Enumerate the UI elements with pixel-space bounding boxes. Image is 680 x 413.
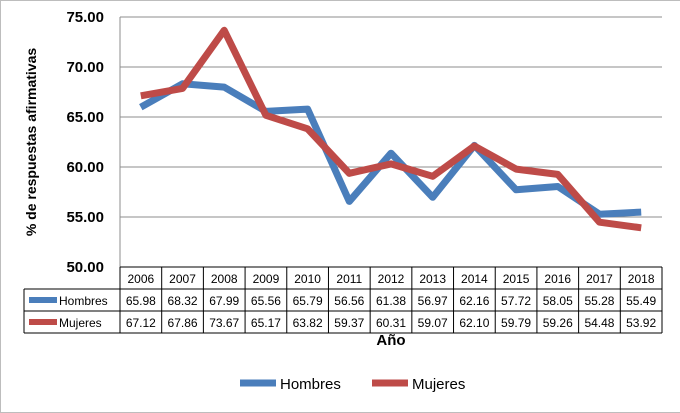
x-category-label: 2013 <box>419 272 446 286</box>
x-category-label: 2016 <box>544 272 571 286</box>
table-value: 55.28 <box>584 294 614 308</box>
x-category-label: 2006 <box>127 272 154 286</box>
table-value: 73.67 <box>209 316 239 330</box>
x-category-label: 2017 <box>586 272 613 286</box>
x-category-label: 2008 <box>211 272 238 286</box>
table-value: 68.32 <box>168 294 198 308</box>
table-value: 62.10 <box>459 316 489 330</box>
table-value: 61.38 <box>376 294 406 308</box>
table-value: 62.16 <box>459 294 489 308</box>
x-category-label: 2015 <box>503 272 530 286</box>
y-tick-label: 65.00 <box>66 109 104 126</box>
table-series-name: Hombres <box>59 294 108 308</box>
y-tick-label: 75.00 <box>66 9 104 26</box>
table-value: 67.12 <box>126 316 156 330</box>
table-value: 54.48 <box>584 316 614 330</box>
x-category-label: 2010 <box>294 272 321 286</box>
y-tick-label: 70.00 <box>66 59 104 76</box>
table-series-name: Mujeres <box>59 316 102 330</box>
x-category-label: 2011 <box>336 272 362 286</box>
table-value: 65.56 <box>251 294 281 308</box>
table-value: 58.05 <box>543 294 573 308</box>
table-value: 63.82 <box>293 316 323 330</box>
y-tick-label: 55.00 <box>66 209 104 226</box>
y-axis-title: % de respuestas afirmativas <box>23 48 39 237</box>
x-category-label: 2018 <box>628 272 655 286</box>
x-category-label: 2009 <box>253 272 280 286</box>
table-value: 65.98 <box>126 294 156 308</box>
table-value: 56.56 <box>334 294 364 308</box>
table-value: 65.79 <box>293 294 323 308</box>
table-value: 60.31 <box>376 316 406 330</box>
legend-label-hombres: Hombres <box>280 376 341 393</box>
table-value: 59.79 <box>501 316 531 330</box>
table-value: 57.72 <box>501 294 531 308</box>
table-value: 55.49 <box>626 294 656 308</box>
x-category-label: 2007 <box>169 272 196 286</box>
legend-label-mujeres: Mujeres <box>412 376 465 393</box>
table-value: 59.37 <box>334 316 364 330</box>
x-category-label: 2012 <box>378 272 405 286</box>
table-value: 67.99 <box>209 294 239 308</box>
table-value: 56.97 <box>418 294 448 308</box>
table-value: 59.07 <box>418 316 448 330</box>
y-tick-label: 60.00 <box>66 159 104 176</box>
series-line-mujeres <box>140 26 642 232</box>
table-value: 53.92 <box>626 316 656 330</box>
series-line-hombres <box>139 80 642 218</box>
table-value: 59.26 <box>543 316 573 330</box>
y-tick-label: 50.00 <box>66 259 104 276</box>
x-axis-title: Año <box>376 332 405 349</box>
table-value: 65.17 <box>251 316 281 330</box>
x-category-label: 2014 <box>461 272 488 286</box>
table-value: 67.86 <box>168 316 198 330</box>
